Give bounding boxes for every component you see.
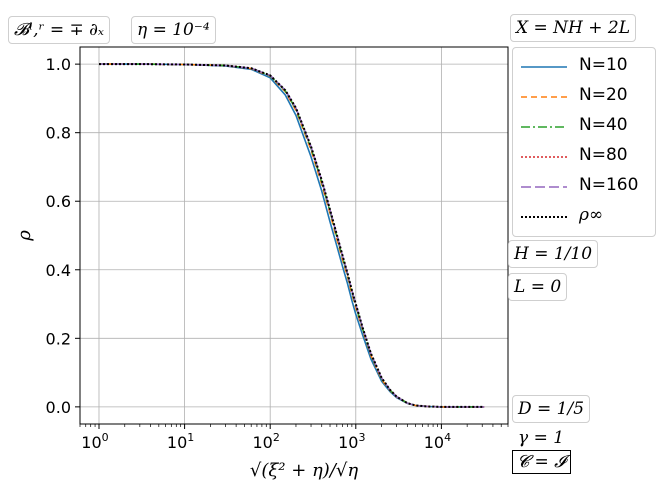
series-line-5 [99, 63, 485, 408]
y-tick-label: 0.6 [46, 192, 71, 211]
series-line-3 [99, 63, 485, 408]
series-group [99, 63, 485, 408]
x-definition-box: X = NH + 2L [510, 14, 637, 42]
c-value-text: 𝓒 = 𝓘 [517, 452, 566, 472]
series-line-1 [99, 63, 485, 408]
legend-swatch [521, 126, 567, 128]
legend-label: N=10 [579, 55, 628, 75]
l-value-box: L = 0 [508, 273, 568, 301]
legend: N=10 N=20 N=40 N=80 N=160 ρ∞ [512, 47, 656, 237]
x-tick-label: 103 [338, 431, 365, 452]
x-tick-label: 101 [167, 431, 194, 452]
legend-entry: N=160 [513, 174, 655, 200]
d-value-text: D = 1/5 [518, 399, 585, 419]
x-tick-label: 102 [253, 431, 280, 452]
legend-label: N=20 [579, 85, 628, 105]
legend-entry: N=80 [513, 144, 655, 170]
legend-swatch [521, 96, 567, 98]
l-value-text: L = 0 [514, 277, 562, 297]
y-tick-label: 0.8 [46, 124, 71, 143]
boundary-condition-text: 𝓑ˡ,ʳ = ∓ ∂ₓ [14, 20, 104, 40]
legend-entry: N=20 [513, 84, 655, 110]
x-tick-label: 100 [81, 431, 108, 452]
x-definition-text: X = NH + 2L [516, 18, 631, 38]
y-tick-label: 0.4 [46, 261, 71, 280]
legend-label: ρ∞ [579, 205, 604, 225]
series-line-6 [99, 63, 485, 408]
legend-label: N=80 [579, 145, 628, 165]
legend-entry: N=10 [513, 54, 655, 80]
boundary-condition-box: 𝓑ˡ,ʳ = ∓ ∂ₓ [8, 16, 110, 44]
c-value-box: 𝓒 = 𝓘 [512, 450, 571, 474]
series-line-4 [99, 63, 485, 408]
ticks: 100 101 102 103 104 0.0 0.2 0.4 0.6 0.8 1.0 [46, 55, 509, 452]
d-value-box: D = 1/5 [512, 395, 591, 423]
legend-label: N=40 [579, 115, 628, 135]
h-value-text: H = 1/10 [514, 244, 593, 264]
y-axis-label: ρ [14, 230, 35, 242]
gamma-value-text: γ = 1 [518, 428, 565, 448]
x-axis-label: √(ξ² + η)/√η [250, 460, 358, 481]
series-line-2 [99, 63, 485, 408]
gamma-value-box: γ = 1 [512, 424, 571, 452]
y-tick-label: 0.0 [46, 398, 71, 417]
legend-entry: N=40 [513, 114, 655, 140]
eta-text: η = 10⁻⁴ [137, 20, 210, 40]
y-tick-label: 0.2 [46, 329, 71, 348]
legend-swatch [521, 186, 567, 188]
legend-swatch [521, 156, 567, 158]
plot-frame [79, 46, 509, 425]
legend-entry: ρ∞ [513, 204, 655, 230]
eta-box: η = 10⁻⁴ [131, 16, 216, 44]
legend-label: N=160 [579, 175, 639, 195]
h-value-box: H = 1/10 [508, 240, 599, 268]
x-tick-label: 104 [424, 431, 451, 452]
legend-swatch [521, 66, 567, 68]
y-tick-label: 1.0 [46, 55, 71, 74]
legend-swatch [521, 216, 567, 218]
